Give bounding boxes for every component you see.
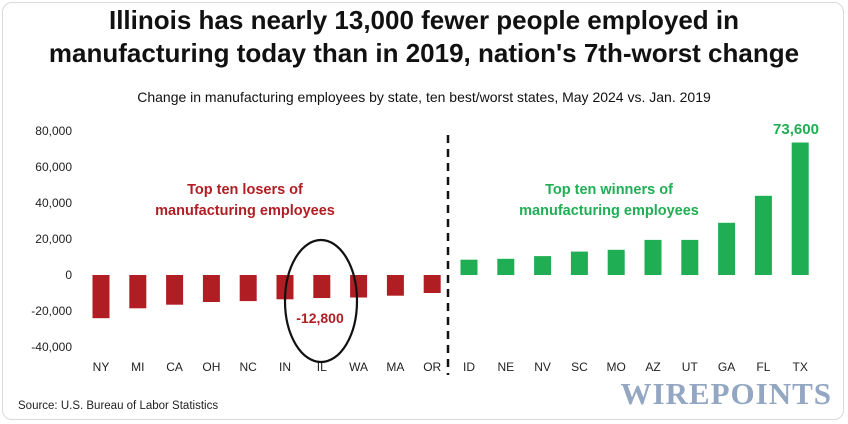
chart-title-line-2: manufacturing today than in 2019, nation… bbox=[48, 38, 800, 68]
x-tick-label-wa: WA bbox=[349, 360, 368, 374]
x-tick-label-fl: FL bbox=[756, 360, 770, 374]
data-label-il: -12,800 bbox=[296, 310, 344, 326]
chart-title-line-1: Illinois has nearly 13,000 fewer people … bbox=[108, 5, 740, 35]
winners-annotation-line-2: manufacturing employees bbox=[519, 203, 699, 219]
y-tick-label: -40,000 bbox=[31, 340, 72, 354]
x-tick-label-ca: CA bbox=[166, 360, 183, 374]
bar-ca bbox=[166, 275, 184, 305]
x-tick-label-az: AZ bbox=[645, 360, 660, 374]
x-tick-label-ne: NE bbox=[497, 360, 514, 374]
bar-sc bbox=[570, 251, 588, 275]
bar-ma bbox=[386, 275, 404, 296]
bar-mo bbox=[607, 249, 625, 275]
losers-annotation-line-1: Top ten losers of bbox=[187, 182, 303, 198]
chart-title: Illinois has nearly 13,000 fewer people … bbox=[0, 4, 848, 70]
losers-annotation-line-2: manufacturing employees bbox=[155, 203, 335, 219]
brand-logo: WIREPOINTS bbox=[620, 376, 832, 411]
x-tick-label-or: OR bbox=[423, 360, 441, 374]
x-tick-label-nv: NV bbox=[534, 360, 551, 374]
y-tick-label: 60,000 bbox=[35, 160, 72, 174]
x-tick-label-mi: MI bbox=[131, 360, 144, 374]
bar-ny bbox=[92, 275, 110, 319]
y-tick-label: 0 bbox=[65, 268, 72, 282]
x-tick-label-in: IN bbox=[279, 360, 291, 374]
bar-tx bbox=[791, 142, 809, 275]
bar-nv bbox=[534, 256, 552, 275]
y-tick-label: 20,000 bbox=[35, 232, 72, 246]
bar-il bbox=[313, 275, 331, 299]
highlight-ellipse bbox=[283, 238, 359, 364]
bar-ga bbox=[718, 222, 736, 275]
bar-ne bbox=[497, 258, 515, 275]
bar-wa bbox=[350, 275, 368, 298]
bar-fl bbox=[754, 195, 772, 275]
chart-frame bbox=[2, 2, 844, 420]
bar-mi bbox=[129, 275, 147, 309]
x-tick-label-oh: OH bbox=[202, 360, 220, 374]
winners-annotation-line-1: Top ten winners of bbox=[545, 182, 673, 198]
bars bbox=[92, 142, 809, 319]
y-axis: 80,000 60,000 40,000 20,000 0 -20,000 -40,000 bbox=[31, 124, 72, 354]
x-tick-label-id: ID bbox=[463, 360, 475, 374]
x-tick-label-sc: SC bbox=[571, 360, 588, 374]
x-axis: NY MI CA OH NC IN IL WA MA OR ID NE NV SC MO AZ UT GA FL TX bbox=[93, 360, 808, 374]
x-tick-label-mo: MO bbox=[607, 360, 626, 374]
y-tick-label: 40,000 bbox=[35, 196, 72, 210]
y-tick-label: 80,000 bbox=[35, 124, 72, 138]
x-tick-label-tx: TX bbox=[793, 360, 808, 374]
y-tick-label: -20,000 bbox=[31, 304, 72, 318]
x-tick-label-il: IL bbox=[317, 360, 327, 374]
x-tick-label-ma: MA bbox=[386, 360, 404, 374]
x-tick-label-ny: NY bbox=[93, 360, 110, 374]
bar-id bbox=[460, 259, 478, 275]
x-tick-label-ut: UT bbox=[682, 360, 699, 374]
bar-nc bbox=[239, 275, 257, 302]
bar-or bbox=[423, 275, 441, 293]
data-label-tx: 73,600 bbox=[773, 121, 819, 138]
x-tick-label-nc: NC bbox=[240, 360, 258, 374]
chart-subtitle: Change in manufacturing employees by sta… bbox=[137, 89, 711, 105]
bar-az bbox=[644, 239, 662, 275]
bar-oh bbox=[202, 275, 220, 302]
source-note: Source: U.S. Bureau of Labor Statistics bbox=[18, 400, 219, 412]
bar-ut bbox=[681, 239, 699, 275]
x-tick-label-ga: GA bbox=[718, 360, 735, 374]
